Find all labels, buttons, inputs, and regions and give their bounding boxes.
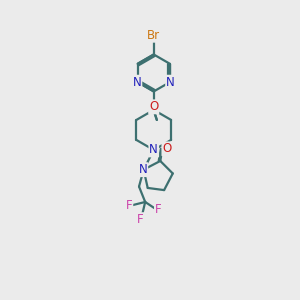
Text: Br: Br <box>147 29 160 42</box>
Text: F: F <box>155 203 162 216</box>
Text: O: O <box>149 100 158 113</box>
Text: N: N <box>133 76 141 89</box>
Text: F: F <box>137 213 144 226</box>
Text: O: O <box>162 142 172 155</box>
Text: N: N <box>139 163 147 176</box>
Text: N: N <box>149 143 158 157</box>
Text: F: F <box>126 199 132 212</box>
Text: N: N <box>166 76 175 89</box>
